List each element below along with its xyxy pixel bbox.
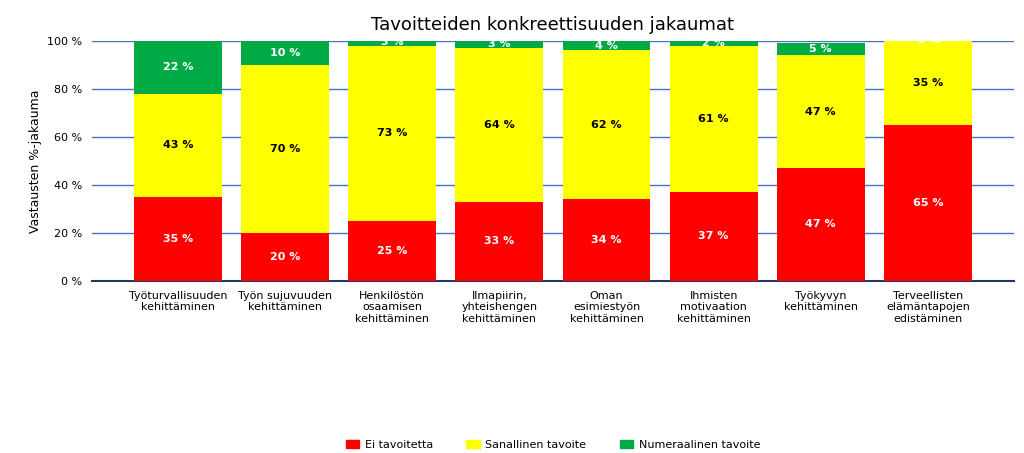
Bar (884, 39, 972, 41)
Bar (562, 41, 650, 50)
Bar (777, 55, 864, 168)
Bar (242, 65, 329, 233)
Bar (348, 221, 436, 281)
Bar (777, 168, 864, 281)
Title: Tavoitteiden konkreettisuuden jakaumat: Tavoitteiden konkreettisuuden jakaumat (372, 16, 734, 34)
Text: 62 %: 62 % (591, 120, 622, 130)
Text: 47 %: 47 % (806, 106, 837, 116)
Y-axis label: Vastausten %-jakauma: Vastausten %-jakauma (29, 89, 42, 232)
Text: 5 %: 5 % (810, 44, 833, 54)
Bar (562, 199, 650, 281)
Bar (670, 41, 758, 46)
Bar (348, 46, 436, 221)
Bar (242, 233, 329, 281)
Legend: Ei tavoitetta, Sanallinen tavoite, Numeraalinen tavoite: Ei tavoitetta, Sanallinen tavoite, Numer… (341, 435, 765, 453)
Bar (456, 41, 544, 48)
Text: 61 %: 61 % (698, 114, 729, 124)
Bar (348, 39, 436, 46)
Bar (456, 202, 544, 281)
Text: 3 %: 3 % (381, 37, 403, 47)
Text: 1 %: 1 % (916, 34, 939, 44)
Bar (134, 197, 222, 281)
Text: 73 %: 73 % (377, 128, 408, 138)
Text: 4 %: 4 % (595, 41, 617, 51)
Text: 37 %: 37 % (698, 231, 729, 241)
Text: 3 %: 3 % (488, 39, 511, 49)
Text: 34 %: 34 % (591, 235, 622, 245)
Text: 35 %: 35 % (163, 234, 194, 244)
Text: 64 %: 64 % (484, 120, 515, 130)
Bar (670, 46, 758, 192)
Bar (456, 48, 544, 202)
Bar (777, 43, 864, 55)
Text: 20 %: 20 % (270, 252, 300, 262)
Bar (670, 192, 758, 281)
Text: 47 %: 47 % (806, 219, 837, 229)
Bar (134, 94, 222, 197)
Text: 33 %: 33 % (484, 236, 514, 246)
Text: 10 %: 10 % (270, 48, 300, 58)
Text: 43 %: 43 % (163, 140, 194, 150)
Bar (562, 50, 650, 199)
Bar (242, 41, 329, 65)
Bar (884, 41, 972, 125)
Text: 70 %: 70 % (270, 144, 300, 154)
Text: 35 %: 35 % (912, 78, 943, 88)
Text: 25 %: 25 % (377, 246, 408, 256)
Text: 65 %: 65 % (912, 198, 943, 208)
Bar (134, 41, 222, 94)
Bar (884, 125, 972, 281)
Text: 2 %: 2 % (702, 38, 725, 48)
Text: 22 %: 22 % (163, 62, 194, 72)
